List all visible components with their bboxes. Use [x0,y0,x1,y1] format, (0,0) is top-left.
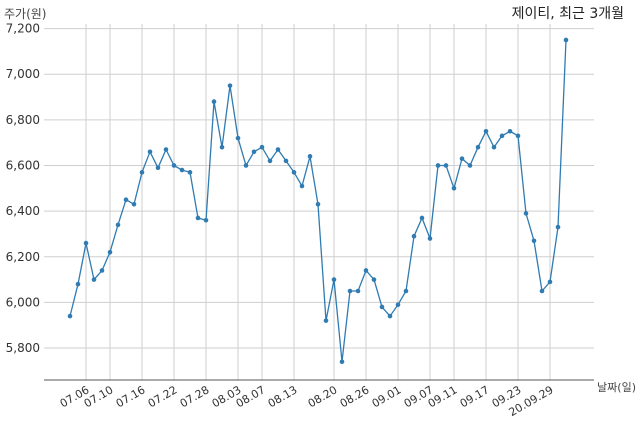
price-point [227,83,233,88]
price-point [91,277,97,282]
price-point [155,165,161,171]
x-tick-label: 08.26 [338,383,372,410]
price-point [467,163,473,168]
price-point [427,236,433,241]
price-point [331,277,337,282]
price-point [171,163,177,168]
y-axis-label: 주가(원) [4,7,46,21]
price-point [243,163,249,168]
chart-title: 제이티, 최근 3개월 [512,6,624,22]
price-point [211,99,217,104]
x-tick-label: 07.16 [114,383,148,410]
y-tick-label: 7,200 [6,22,40,36]
axis-layer: 5,800 6,000 6,200 6,400 6,600 6,800 7,000 7,200… [6,22,594,419]
price-point [395,302,401,307]
price-point [131,201,137,207]
price-point [123,197,129,203]
y-tick-label: 6,000 [6,295,40,309]
price-point [99,268,105,273]
price-point [555,224,561,230]
x-tick-label: 08.13 [266,383,300,410]
x-axis-label: 날짜(일) [597,380,636,394]
price-point [75,281,81,287]
x-tick-label: 09.17 [458,383,492,410]
price-point [483,128,489,134]
price-point [107,249,113,255]
y-tick-label: 5,800 [6,341,40,355]
price-point [371,277,377,282]
price-series-line [69,39,567,362]
price-point [283,158,289,164]
y-tick-label: 7,000 [6,67,40,81]
x-tick-label: 07.28 [178,383,212,410]
price-point [179,167,185,173]
series-layer [67,37,569,365]
price-point [547,279,553,285]
price-point [267,158,273,164]
y-tick-label: 6,600 [6,158,40,172]
price-point [539,288,545,294]
price-point [147,149,153,155]
price-point [451,186,457,191]
price-point [531,238,537,244]
price-point [315,201,321,207]
price-point [307,154,313,159]
price-point [219,144,225,150]
price-point [475,144,481,150]
y-tick-label: 6,800 [6,113,40,127]
x-tick-label: 07.22 [146,383,180,410]
price-point [115,222,121,228]
price-point [491,144,497,150]
price-point [259,144,265,150]
price-point [347,288,353,294]
price-point [291,170,297,175]
price-point [523,211,529,216]
price-point [363,268,369,273]
price-point [379,304,385,310]
price-point [67,313,73,319]
price-point [443,163,449,168]
price-point [163,147,169,152]
price-point [403,288,409,294]
grid-layer [44,24,594,380]
price-point [563,37,569,43]
price-point [299,183,305,189]
y-tick-label: 6,200 [6,250,40,264]
price-point [235,135,241,141]
price-point [195,215,201,221]
price-point [515,133,521,139]
price-point [419,215,425,221]
price-point [507,128,513,134]
price-point [275,147,281,152]
price-point [435,163,441,168]
price-point [187,170,193,175]
price-point [411,233,417,239]
price-point [387,313,393,319]
price-point [83,240,89,246]
price-point [251,149,257,155]
price-point [499,133,505,139]
price-point [203,217,209,223]
price-point [459,156,465,161]
text-layer: 주가(원) 제이티, 최근 3개월 날짜(일) [4,6,636,394]
x-tick-label: 09.01 [370,383,404,410]
price-point [339,359,345,365]
y-tick-label: 6,400 [6,204,40,218]
price-point [139,170,145,175]
x-tick-label: 08.20 [306,383,340,410]
price-point [355,288,361,294]
price-point [323,318,329,323]
